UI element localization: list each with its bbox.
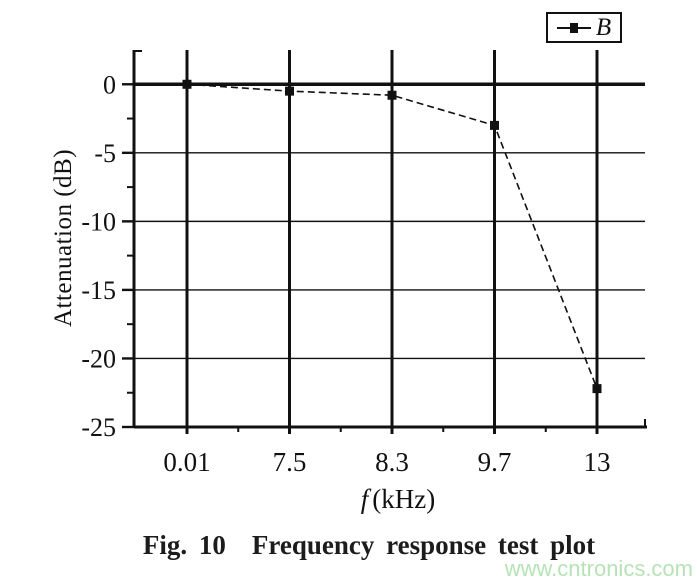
x-tick-label: 7.5 [273, 447, 307, 477]
data-point-marker [387, 90, 397, 100]
x-axis-title: f (kHz) [361, 484, 435, 515]
x-tick-label: 9.7 [478, 447, 512, 477]
x-tick-label: 13 [584, 447, 611, 477]
y-tick-label: -5 [94, 139, 116, 168]
y-tick-label: -15 [81, 276, 116, 305]
y-tick-label: 0 [103, 70, 116, 99]
x-tick-label: 8.3 [375, 447, 409, 477]
series-line [186, 83, 598, 389]
legend-line-marker-icon [556, 21, 591, 34]
legend: B [546, 12, 622, 43]
data-point-marker [592, 384, 602, 394]
y-tick-label: -10 [81, 207, 116, 236]
x-axis-title-symbol: f [360, 484, 369, 514]
watermark-text: www.cntronics.com [504, 556, 693, 581]
figure-caption: Fig. 10 Frequency response test plot [143, 530, 595, 561]
figure-caption-text: Frequency response test plot [251, 530, 596, 560]
y-tick-label: -20 [81, 344, 116, 373]
legend-series-label: B [595, 14, 612, 41]
chart-canvas: 0 -5 -10 -15 -20 -25 0.01 7.5 8.3 9.7 13 [81, 50, 647, 477]
y-axis-title: Attenuation (dB) [50, 148, 77, 328]
x-tick-label: 0.01 [163, 447, 210, 477]
data-point-marker [285, 86, 294, 96]
legend-square-marker-icon [569, 22, 578, 33]
x-axis-title-unit: (kHz) [372, 484, 436, 514]
y-tick-label: -25 [81, 413, 116, 442]
data-point-marker [490, 120, 499, 130]
data-point-marker [182, 79, 192, 89]
figure-caption-number: Fig. 10 [142, 530, 226, 560]
